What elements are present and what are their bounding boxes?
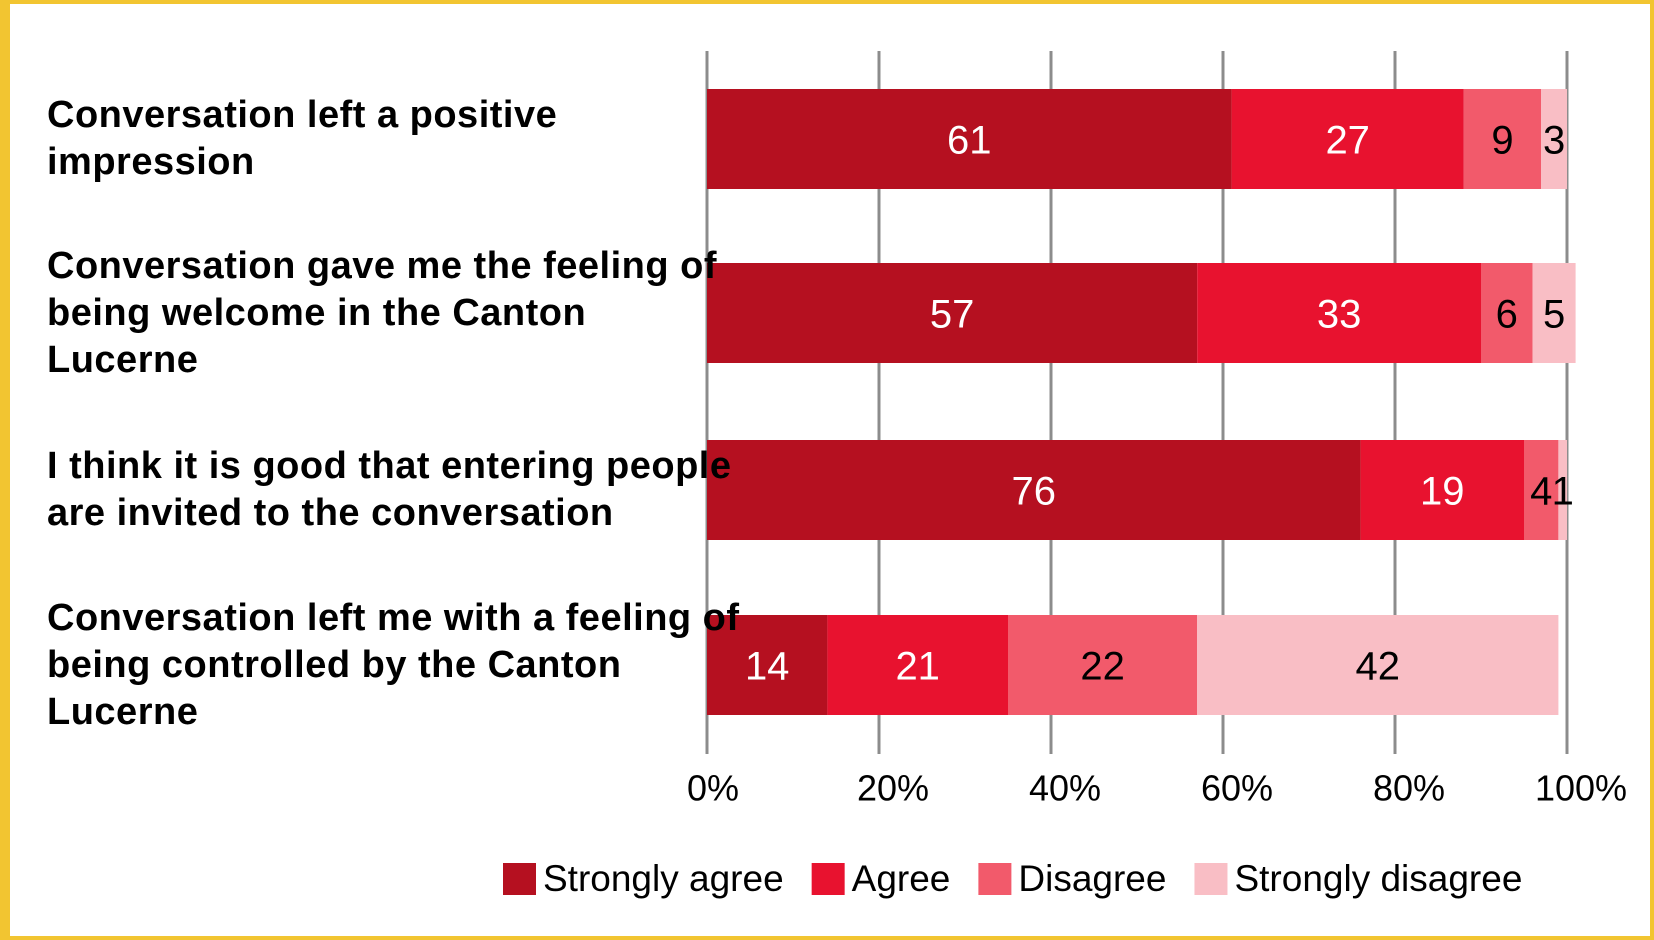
legend-label: Agree <box>852 858 951 899</box>
data-label: 76 <box>1012 470 1057 514</box>
data-label: 6 <box>1496 293 1518 337</box>
data-label: 61 <box>947 119 992 163</box>
x-tick-label: 20% <box>857 768 929 809</box>
bar-segment <box>1197 263 1481 363</box>
data-label: 9 <box>1491 119 1513 163</box>
x-tick-label: 60% <box>1201 768 1273 809</box>
legend-label: Strongly agree <box>543 858 784 899</box>
data-label: 42 <box>1356 645 1401 689</box>
bar-segment <box>707 263 1198 363</box>
data-label: 1 <box>1552 470 1574 514</box>
data-label: 4 <box>1530 470 1552 514</box>
category-text: Conversation left a positive impression <box>47 94 558 183</box>
category-text: Conversation gave me the feeling of bein… <box>47 244 717 381</box>
bar-segment <box>1481 263 1533 363</box>
x-tick-label: 100% <box>1535 768 1627 809</box>
data-label: 5 <box>1543 293 1565 337</box>
data-label: 33 <box>1317 293 1362 337</box>
category-label: Conversation left me with a feeling of b… <box>47 580 747 750</box>
category-text: I think it is good that entering people … <box>47 445 732 534</box>
legend-swatch <box>811 863 845 895</box>
data-label: 21 <box>895 645 940 689</box>
bar-segment <box>707 89 1232 189</box>
x-tick-label: 40% <box>1029 768 1101 809</box>
category-label: I think it is good that entering people … <box>47 405 747 575</box>
bar-segment <box>1360 440 1524 540</box>
legend-swatch <box>503 863 536 895</box>
bar-segment <box>1532 263 1576 363</box>
legend-swatch <box>978 863 1012 895</box>
x-tick-label: 0% <box>687 768 739 809</box>
bar-segment <box>1197 615 1559 715</box>
bar-segment <box>1524 440 1559 540</box>
data-label: 14 <box>745 645 790 689</box>
legend-label: Disagree <box>1018 858 1166 899</box>
bar-segment <box>827 615 1008 715</box>
bar-segment <box>1231 89 1464 189</box>
data-label: 3 <box>1543 119 1565 163</box>
data-label: 57 <box>930 293 975 337</box>
bar-segment <box>1463 89 1542 189</box>
x-tick-label: 80% <box>1373 768 1445 809</box>
bar-segment <box>707 440 1361 540</box>
bar-segment <box>1541 89 1567 189</box>
data-label: 22 <box>1080 645 1125 689</box>
bar-segment <box>1008 615 1198 715</box>
bar-segment <box>707 615 828 715</box>
category-label: Conversation left a positive impression <box>47 54 747 224</box>
data-label: 19 <box>1420 470 1465 514</box>
legend-label: Strongly disagree <box>1234 858 1522 899</box>
legend-swatch <box>1194 863 1228 895</box>
bar-segment <box>1558 440 1567 540</box>
data-label: 27 <box>1325 119 1370 163</box>
category-text: Conversation left me with a feeling of b… <box>47 596 740 733</box>
category-label: Conversation gave me the feeling of bein… <box>47 228 747 398</box>
